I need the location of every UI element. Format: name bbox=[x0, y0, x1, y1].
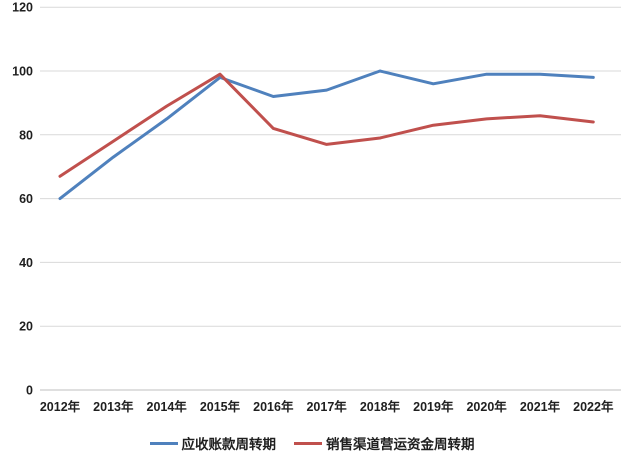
x-tick-label: 2020年 bbox=[466, 399, 507, 414]
x-tick-label: 2015年 bbox=[200, 399, 241, 414]
y-axis-labels: 0 20 40 60 80 100 120 bbox=[12, 1, 33, 398]
y-tick-label: 100 bbox=[12, 65, 33, 79]
y-tick-label: 20 bbox=[19, 320, 33, 334]
x-tick-label: 2018年 bbox=[360, 399, 401, 414]
legend-label-sales-channel-working-capital: 销售渠道营运资金周转期 bbox=[326, 437, 475, 451]
x-tick-label: 2017年 bbox=[306, 399, 347, 414]
legend-swatch-blue-line bbox=[149, 441, 178, 445]
series-line-0 bbox=[58, 69, 595, 201]
x-tick-label: 2016年 bbox=[253, 399, 294, 414]
x-tick-label: 2012年 bbox=[40, 399, 81, 414]
legend-swatch-red-line bbox=[294, 441, 322, 445]
series-line-1 bbox=[58, 72, 595, 178]
series-lines bbox=[58, 69, 595, 201]
y-tick-label: 60 bbox=[19, 192, 33, 206]
x-tick-label: 2013年 bbox=[93, 399, 134, 414]
x-tick-label: 2022年 bbox=[573, 399, 614, 414]
x-tick-label: 2014年 bbox=[147, 399, 188, 414]
y-tick-label: 40 bbox=[19, 256, 33, 270]
chart-legend: 应收账款周转期 销售渠道营运资金周转期 bbox=[0, 433, 624, 451]
y-tick-label: 80 bbox=[19, 128, 33, 142]
gridlines bbox=[40, 6, 621, 391]
legend-label-receivables-turnover: 应收账款周转期 bbox=[181, 437, 277, 451]
x-tick-label: 2021年 bbox=[520, 399, 561, 414]
legend-item-receivables-turnover: 应收账款周转期 bbox=[149, 433, 277, 451]
x-tick-label: 2019年 bbox=[413, 399, 454, 414]
y-tick-label: 0 bbox=[26, 384, 33, 398]
x-axis-labels: 2012年 2013年 2014年 2015年 2016年 2017年 2018年 2019年… bbox=[40, 399, 614, 414]
legend-item-sales-channel-working-capital: 销售渠道营运资金周转期 bbox=[294, 433, 475, 451]
y-tick-label: 120 bbox=[12, 1, 33, 15]
